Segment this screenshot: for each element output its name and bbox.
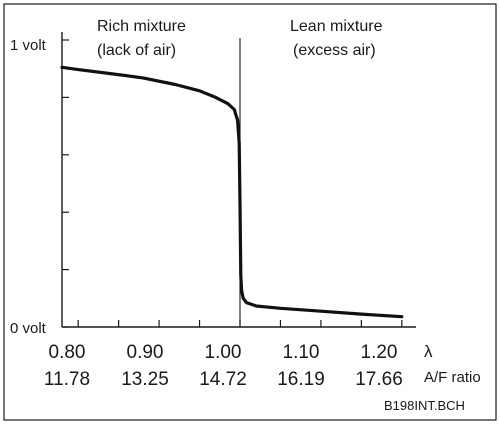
lean-region-label-line2: (excess air) — [293, 42, 376, 59]
x2-tick-label-3: 16.19 — [277, 369, 325, 390]
x-tick-label-4: 1.20 — [361, 342, 398, 363]
x-tick-label-0: 0.80 — [49, 342, 86, 363]
rich-region-label-line1: Rich mixture — [97, 18, 186, 35]
x-axis-label-af-ratio: A/F ratio — [424, 369, 481, 386]
y-tick-label-top: 1 volt — [10, 37, 47, 54]
rich-region-label-line2: (lack of air) — [97, 42, 176, 59]
lean-region-label-line1: Lean mixture — [290, 18, 383, 35]
x2-tick-label-2: 14.72 — [199, 369, 247, 390]
y-tick-label-bottom: 0 volt — [10, 320, 47, 337]
x2-tick-label-0: 11.78 — [44, 369, 90, 390]
sensor-voltage-curve — [60, 65, 404, 319]
x-tick-label-2: 1.00 — [205, 342, 242, 363]
outer-frame — [3, 3, 497, 421]
frame-group — [3, 3, 497, 421]
x-tick-label-3: 1.10 — [283, 342, 320, 363]
figure-code-label: B198INT.BCH — [384, 398, 465, 413]
x2-tick-label-4: 17.66 — [355, 369, 403, 390]
ticks-group — [62, 39, 403, 328]
curve-group — [60, 65, 404, 319]
x2-tick-label-1: 13.25 — [121, 369, 169, 390]
x-tick-label-1: 0.90 — [127, 342, 164, 363]
x-axis-label-lambda: λ — [424, 342, 433, 361]
